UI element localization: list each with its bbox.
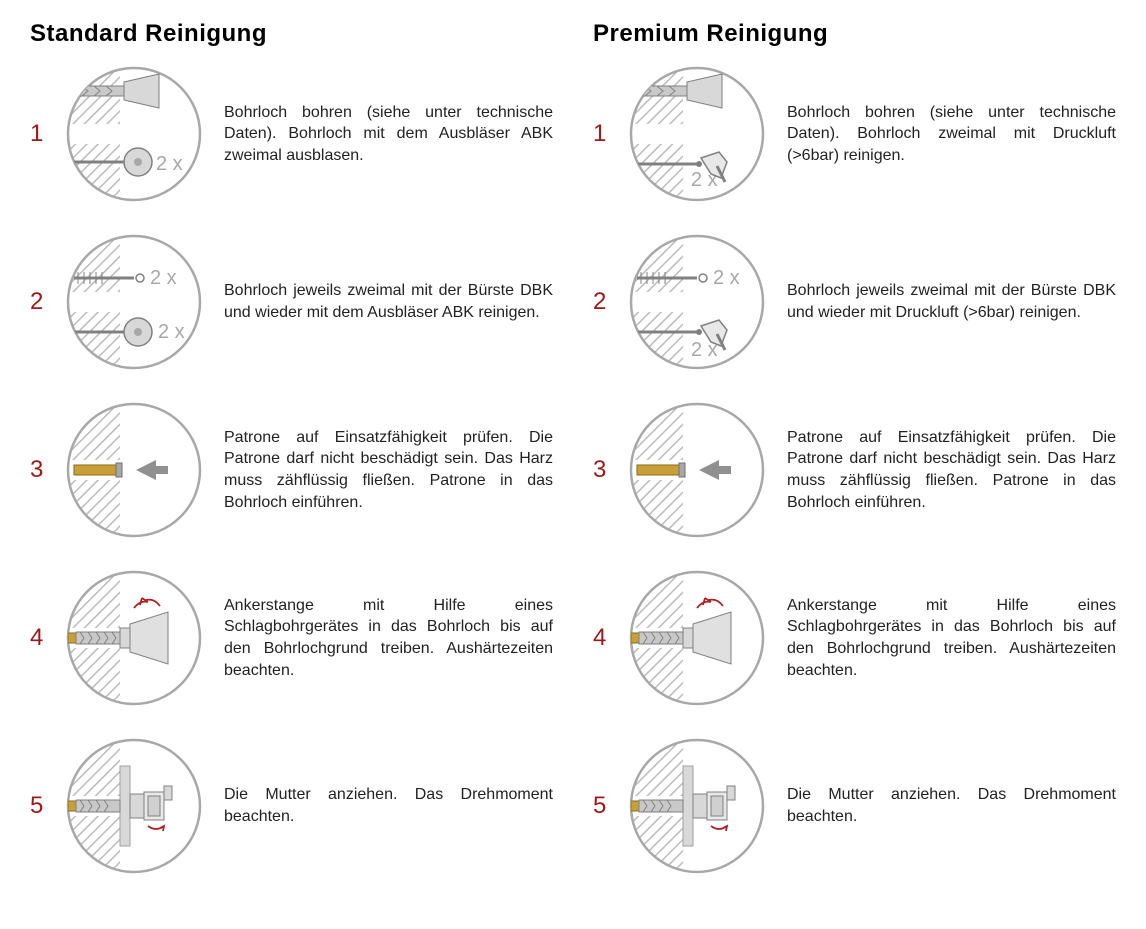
drill-blow-icon: [64, 64, 204, 204]
step-row: 4 Ankerstange mit Hilfe eines Schlagbohr…: [593, 568, 1116, 708]
step-row: 3 Patrone auf Einsatzfähigkeit prüfen. D…: [593, 400, 1116, 540]
step-number: 1: [593, 120, 615, 148]
step-number: 3: [30, 456, 52, 484]
step-text: Bohrloch bohren (siehe unter technische …: [779, 102, 1116, 167]
premium-title: Premium Reinigung: [593, 20, 1116, 48]
standard-column: Standard Reinigung 1 Bohrloch bohren (si…: [30, 20, 553, 904]
drill-air-icon: [627, 64, 767, 204]
step-text: Die Mutter anziehen. Das Drehmoment beac…: [216, 784, 553, 827]
cartridge-icon: [64, 400, 204, 540]
step-row: 3 Patrone auf Einsatzfähigkeit prüfen. D…: [30, 400, 553, 540]
step-row: 2 Bohrloch jeweils zweimal mit der Bürst…: [30, 232, 553, 372]
step-text: Patrone auf Einsatzfähigkeit prüfen. Die…: [779, 427, 1116, 513]
step-row: 2 Bohrloch jeweils zweimal mit der Bürst…: [593, 232, 1116, 372]
step-number: 3: [593, 456, 615, 484]
step-number: 2: [593, 288, 615, 316]
step-text: Ankerstange mit Hilfe eines Schlagbohrge…: [779, 595, 1116, 681]
step-number: 4: [30, 624, 52, 652]
step-number: 2: [30, 288, 52, 316]
tighten-icon: [627, 736, 767, 876]
step-number: 4: [593, 624, 615, 652]
step-number: 5: [30, 792, 52, 820]
step-text: Ankerstange mit Hilfe eines Schlagbohrge…: [216, 595, 553, 681]
step-text: Patrone auf Einsatzfähigkeit prüfen. Die…: [216, 427, 553, 513]
step-row: 1 Bohrloch bohren (siehe unter technisch…: [593, 64, 1116, 204]
brush-blow-icon: [64, 232, 204, 372]
step-number: 1: [30, 120, 52, 148]
step-text: Bohrloch jeweils zweimal mit der Bürste …: [779, 280, 1116, 323]
step-number: 5: [593, 792, 615, 820]
step-text: Die Mutter anziehen. Das Drehmoment beac…: [779, 784, 1116, 827]
hammerdrill-icon: [64, 568, 204, 708]
tighten-icon: [64, 736, 204, 876]
hammerdrill-icon: [627, 568, 767, 708]
step-row: 1 Bohrloch bohren (siehe unter technisch…: [30, 64, 553, 204]
step-row: 5 Die Mutter anziehen. Das Drehmoment be…: [593, 736, 1116, 876]
columns-container: Standard Reinigung 1 Bohrloch bohren (si…: [30, 20, 1116, 904]
brush-air-icon: [627, 232, 767, 372]
step-text: Bohrloch jeweils zweimal mit der Bürste …: [216, 280, 553, 323]
standard-title: Standard Reinigung: [30, 20, 553, 48]
cartridge-icon: [627, 400, 767, 540]
step-row: 5 Die Mutter anziehen. Das Drehmoment be…: [30, 736, 553, 876]
step-row: 4 Ankerstange mit Hilfe eines Schlagbohr…: [30, 568, 553, 708]
step-text: Bohrloch bohren (siehe unter technische …: [216, 102, 553, 167]
premium-column: Premium Reinigung 1 Bohrloch bohren (sie…: [593, 20, 1116, 904]
